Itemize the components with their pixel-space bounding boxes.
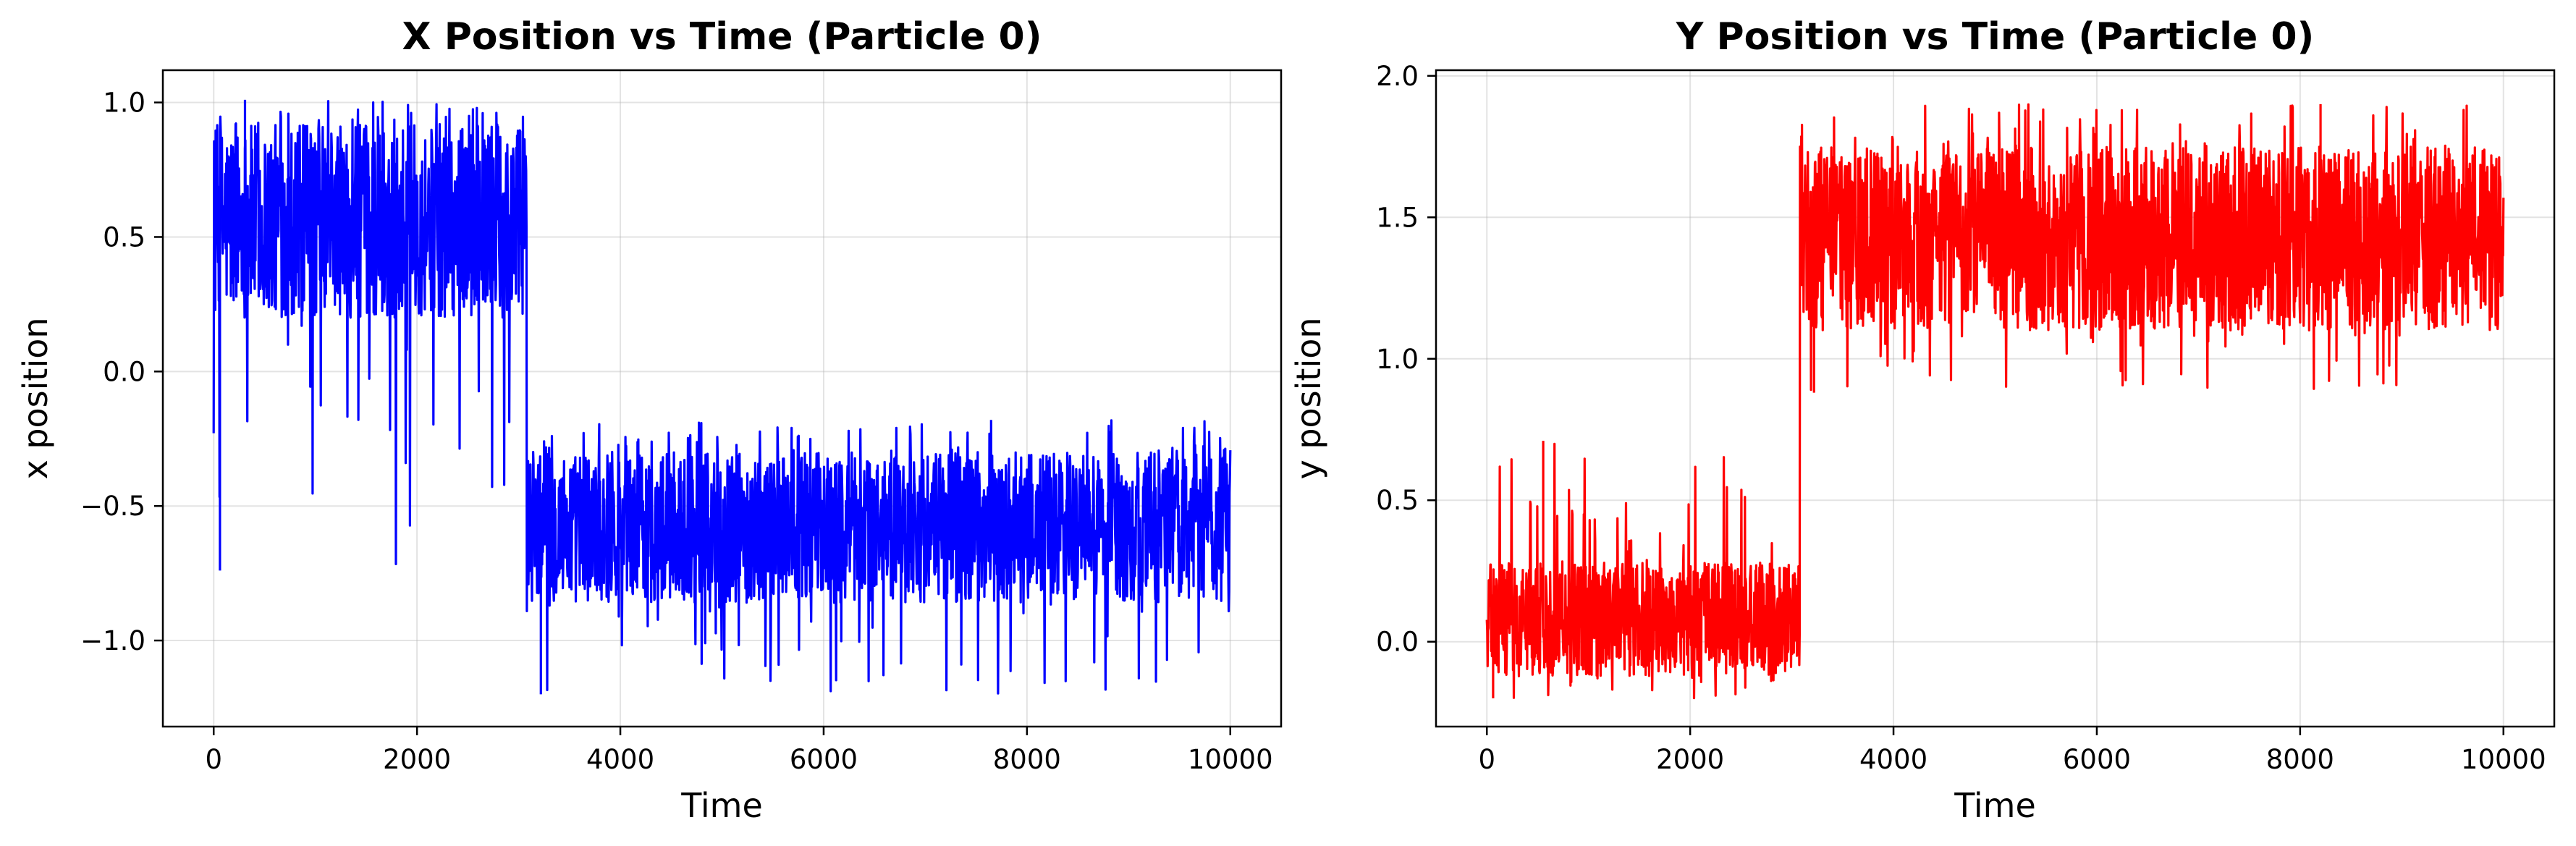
y-position-chart: 0 2000 4000 6000 8000 10000 2.0 1.5 1.0 0.5 0.0 Y … — [1289, 15, 2556, 825]
y-chart-ylabel: y position — [1289, 317, 1328, 479]
x-tick-label: 6000 — [790, 744, 858, 775]
y-chart-series — [1485, 103, 2505, 700]
x-chart-title: X Position vs Time (Particle 0) — [402, 15, 1042, 59]
x-chart-ticks: 0 2000 4000 6000 8000 10000 1.0 0.5 0.0 −0.5 −1.0 — [80, 88, 1272, 775]
x-tick-label: 4000 — [1859, 744, 1927, 775]
y-chart-title: Y Position vs Time (Particle 0) — [1676, 15, 2315, 59]
series-line-y-position — [1485, 103, 2505, 700]
series-line-x-position — [212, 100, 1232, 695]
y-tick-label: 2.0 — [1376, 61, 1419, 92]
x-tick-label: 10000 — [2461, 744, 2546, 775]
y-tick-label: 1.0 — [1376, 344, 1419, 375]
y-tick-label: 0.5 — [1376, 485, 1419, 516]
x-tick-label: 0 — [205, 744, 222, 775]
x-chart-axes-frame — [161, 69, 1283, 728]
x-chart-xlabel: Time — [680, 786, 763, 825]
y-tick-label: 1.0 — [103, 88, 145, 119]
x-chart-series — [212, 99, 1232, 695]
x-tick-label: 4000 — [586, 744, 654, 775]
x-tick-label: 10000 — [1188, 744, 1273, 775]
y-tick-label: 1.5 — [1376, 202, 1419, 233]
x-tick-label: 2000 — [1656, 744, 1724, 775]
y-tick-label: 0.0 — [1376, 627, 1419, 658]
y-tick-label: −1.0 — [80, 625, 145, 656]
y-tick-label: 0.5 — [103, 221, 145, 253]
y-chart-axes-frame — [1435, 69, 2556, 728]
x-chart-ylabel: x position — [16, 317, 55, 479]
x-tick-label: 8000 — [2266, 744, 2334, 775]
x-tick-label: 2000 — [383, 744, 451, 775]
x-tick-label: 0 — [1478, 744, 1495, 775]
y-tick-label: −0.5 — [80, 491, 145, 522]
y-chart-xlabel: Time — [1954, 786, 2036, 825]
y-tick-label: 0.0 — [103, 356, 145, 387]
x-tick-label: 8000 — [993, 744, 1061, 775]
x-tick-label: 6000 — [2063, 744, 2131, 775]
y-chart-ticks: 0 2000 4000 6000 8000 10000 2.0 1.5 1.0 0.5 0.0 — [1376, 61, 2546, 775]
